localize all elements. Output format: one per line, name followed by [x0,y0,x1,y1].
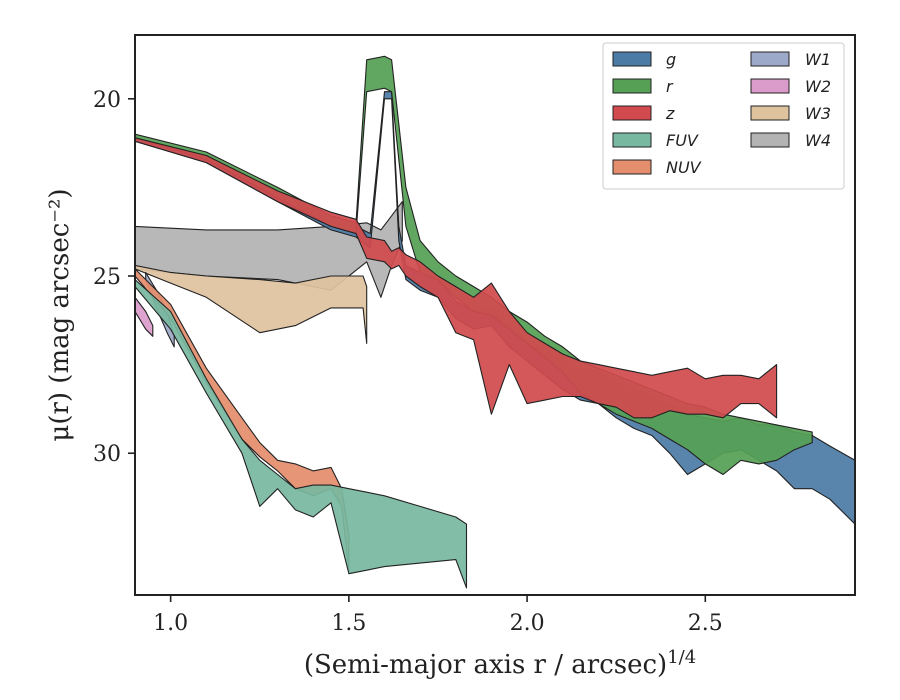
band-z [135,137,778,419]
y-tick-label: 25 [93,265,121,290]
y-tick-label: 20 [93,88,121,113]
legend-label-w1: W1 [805,50,831,69]
x-tick-label: 2.0 [510,611,545,636]
legend-swatch-fuv [612,132,652,148]
legend-swatch-w1 [750,51,790,67]
x-axis-label: (Semi-major axis r / arcsec)1/4 [304,647,696,680]
legend: grz FUV NUV W1 W2 W3 W4 [602,42,845,190]
x-tick-label: 1.0 [153,611,188,636]
legend-swatch-nuv [612,159,652,175]
legend-swatch-g [612,51,652,67]
band-w2 [135,296,154,337]
y-tick-label: 30 [93,442,121,467]
legend-swatch-w4 [750,132,790,148]
plot-frame [134,34,856,596]
y-axis-label: μ(r) (mag arcsec⁻²) [45,188,75,441]
legend-label-nuv: NUV [666,158,702,177]
legend-swatch-r [612,78,652,94]
x-tick-label: 2.5 [688,611,723,636]
legend-label-g: g [666,50,676,69]
legend-label-w4: W4 [805,131,831,150]
legend-label-fuv: FUV [666,131,699,150]
legend-swatch-w3 [750,105,790,121]
band-w4 [135,201,403,298]
series-layer [135,55,855,589]
tick-layer: 1.0 1.5 2.0 2.5 20 25 30 [93,88,723,636]
band-w3 [135,264,368,344]
legend-swatch-w2 [750,78,790,94]
band-fuv [135,279,468,589]
legend-label-w2: W2 [805,77,831,96]
legend-swatch-z [612,105,652,121]
legend-label-z: z [665,104,675,123]
legend-label-r: r [666,77,674,96]
x-tick-label: 1.5 [331,611,366,636]
legend-label-w3: W3 [805,104,831,123]
